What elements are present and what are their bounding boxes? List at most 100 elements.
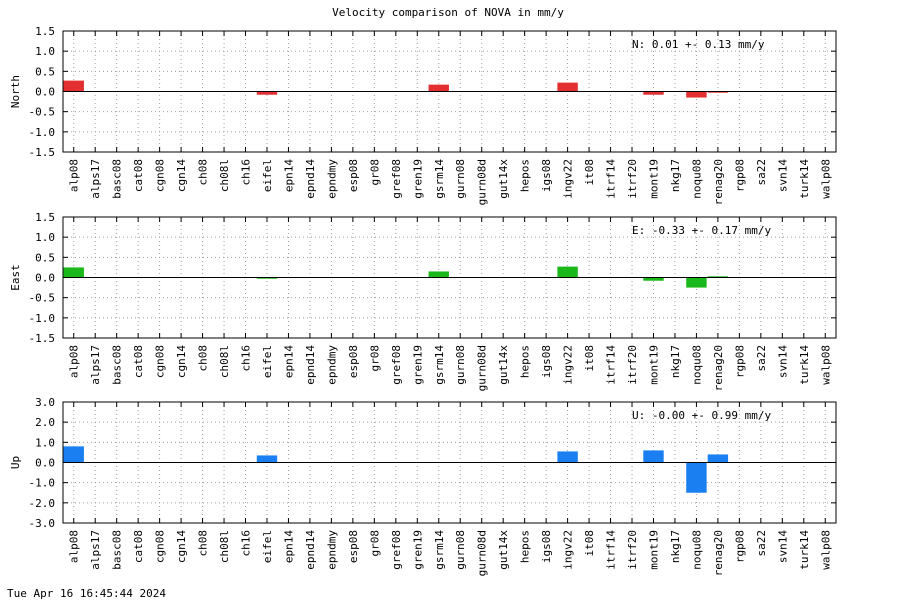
x-tick-label: eifel [261,159,274,192]
x-tick-label: gurn08 [454,530,467,570]
y-tick-label: -1.5 [29,146,56,159]
x-tick-label: it08 [583,345,596,372]
bar [428,271,449,278]
plot-frame [62,216,837,339]
x-tick-label: turk14 [798,530,811,570]
bar [686,462,707,493]
y-tick-label: 0.5 [35,251,55,264]
x-tick-label: gren19 [411,530,424,570]
x-tick-label: cgn14 [175,159,188,192]
x-tick-label: noqu08 [690,345,703,385]
x-tick-label: gr08 [368,345,381,372]
x-tick-label: svn14 [776,530,789,563]
x-tick-label: gsrm14 [433,530,446,570]
x-tick-label: cgn08 [154,159,167,192]
x-tick-label: gr08 [368,530,381,557]
x-tick-label: mont19 [647,159,660,199]
x-tick-label: ch16 [240,530,253,557]
y-tick-label: -1.0 [29,126,56,139]
x-tick-label: nkg17 [669,345,682,378]
x-tick-label: hepos [519,530,532,563]
bar [557,82,578,92]
y-axis-label: Up [9,456,22,469]
x-tick-label: gut14x [497,530,510,570]
x-tick-label: alp08 [68,530,81,563]
x-tick-label: cgn14 [175,530,188,563]
plot-frame [62,401,837,524]
bar [643,277,664,281]
x-tick-label: sa22 [755,530,768,557]
x-tick-label: itrf20 [626,345,639,385]
y-tick-label: 0.0 [35,272,55,285]
x-tick-label: ingv22 [562,159,575,199]
y-tick-label: -3.0 [29,517,56,530]
bar [63,80,84,92]
x-tick-label: epndmy [325,159,338,199]
x-tick-label: rgp08 [733,159,746,192]
x-tick-label: gurn08 [454,159,467,199]
x-tick-label: hepos [519,159,532,192]
x-tick-label: ch08l [218,530,231,563]
x-tick-label: alps17 [89,530,102,570]
bar [686,277,707,288]
x-tick-label: renag20 [712,530,725,576]
x-tick-label: nkg17 [669,159,682,192]
x-tick-label: alps17 [89,345,102,385]
x-tick-label: noqu08 [690,159,703,199]
x-tick-label: cat08 [132,345,145,378]
x-tick-label: gut14x [497,159,510,199]
x-tick-label: renag20 [712,345,725,391]
stats-annotation: U: -0.00 +- 0.99 mm/y [632,409,771,422]
x-tick-label: ch08l [218,159,231,192]
x-tick-label: gsrm14 [433,159,446,199]
x-tick-label: epn14 [282,159,295,192]
x-tick-label: epnd14 [304,345,317,385]
x-tick-label: esp08 [347,530,360,563]
x-tick-label: sa22 [755,159,768,186]
x-tick-label: noqu08 [690,530,703,570]
x-tick-label: igs08 [540,345,553,378]
x-tick-label: cat08 [132,530,145,563]
plot-frame [62,30,837,153]
x-tick-label: epn14 [282,530,295,563]
stats-annotation: N: 0.01 +- 0.13 mm/y [632,38,765,51]
x-tick-label: walp08 [819,159,832,199]
x-tick-label: epndmy [325,530,338,570]
x-tick-label: gurn08 [454,345,467,385]
panel-north: 1.5 1.0 0.5 0.0 -0.5 -1.0 -1.5 N: 0.01 +- 0.13 … [9,25,837,205]
x-tick-label: ch16 [240,345,253,372]
x-tick-label: gref08 [390,159,403,199]
x-tick-label: hepos [519,345,532,378]
x-tick-label: gref08 [390,530,403,570]
x-tick-label: walp08 [819,345,832,385]
bar [256,91,278,95]
x-tick-label: gren19 [411,345,424,385]
bar [643,91,664,95]
x-tick-label: epnd14 [304,159,317,199]
x-tick-label: sa22 [755,345,768,372]
panel-up: 3.0 2.0 1.0 0.0 -1.0 -2.0 -3.0 U: -0.00 +- 0.99… [9,396,837,576]
x-tick-label: gurn08d [476,530,489,576]
x-tick-label: ingv22 [562,345,575,385]
bar [63,446,84,463]
x-tick-label: cgn08 [154,530,167,563]
x-tick-label: ch16 [240,159,253,186]
x-tick-label: ch08 [197,159,210,186]
timestamp: Tue Apr 16 16:45:44 2024 [7,587,166,600]
bar [428,84,449,92]
y-tick-label: 1.5 [35,25,55,38]
bar [256,455,278,463]
x-tick-label: alps17 [89,159,102,199]
x-tick-label: epnd14 [304,530,317,570]
bar [707,91,729,93]
x-tick-label: eifel [261,345,274,378]
bar [707,276,729,278]
x-tick-label: alp08 [68,159,81,192]
y-tick-label: 2.0 [35,416,55,429]
x-tick-label: walp08 [819,530,832,570]
y-tick-label: 1.5 [35,211,55,224]
bar [63,267,84,278]
x-tick-label: epndmy [325,345,338,385]
x-tick-label: cgn14 [175,345,188,378]
